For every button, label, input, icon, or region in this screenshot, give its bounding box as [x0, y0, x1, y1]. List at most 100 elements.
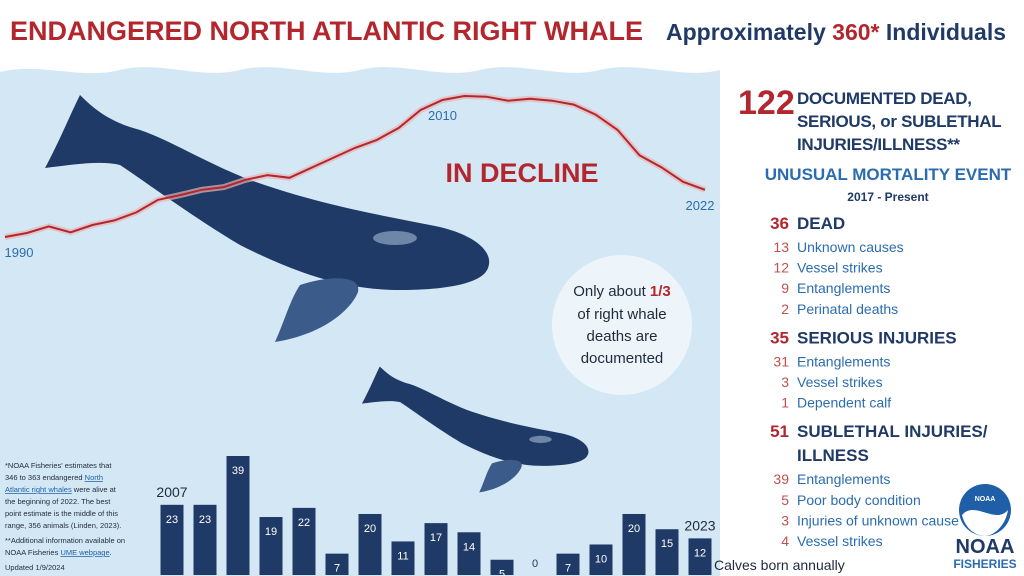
bar-value: 15: [661, 538, 673, 550]
bar: [688, 538, 712, 575]
ume-period: 2017 - Present: [847, 190, 928, 204]
bar: [589, 544, 613, 575]
footnote-text: **Additional information available on: [5, 536, 125, 545]
bar-value: 23: [166, 514, 178, 526]
footnote-line: NOAA Fisheries UME webpage.: [5, 548, 112, 557]
footnote-line: *NOAA Fisheries' estimates that: [5, 461, 112, 470]
logo-badge: NOAA: [975, 496, 996, 503]
item-count: 4: [781, 533, 789, 549]
summary: DOCUMENTED DEAD, SERIOUS, or SUBLETHAL INJ…: [797, 89, 1002, 154]
x-tick-label: 1990: [5, 245, 34, 260]
footnote-text: range, 356 animals (Linden, 2023).: [5, 521, 121, 530]
callout: of right whale deaths are documented: [577, 306, 666, 367]
whale-callosity: [373, 231, 417, 245]
subtitle-text: Individuals: [886, 19, 1006, 45]
callout-text: deaths are: [587, 328, 658, 345]
bar: [325, 553, 349, 575]
group-title: ILLNESS: [797, 446, 869, 465]
footnote-line: 346 to 363 endangered North: [5, 473, 103, 482]
item-label: Entanglements: [797, 471, 890, 487]
bar-value: 5: [499, 569, 505, 576]
bar: [259, 517, 283, 575]
small-whale: [361, 366, 589, 493]
bar-value: 7: [565, 563, 571, 575]
bar: [391, 541, 415, 575]
bar-value: 14: [463, 541, 475, 553]
bar: [160, 504, 184, 575]
footnote-text: *NOAA Fisheries' estimates that: [5, 461, 112, 470]
bar-value: 22: [298, 517, 310, 529]
callout-line: Only about 1/3: [573, 283, 671, 300]
summary-total: 122: [738, 84, 795, 122]
footnote-text: the beginning of 2022. The best: [5, 497, 111, 506]
footnote-line: range, 356 animals (Linden, 2023).: [5, 521, 121, 530]
item-count: 12: [773, 260, 789, 276]
bar-value: 20: [364, 523, 376, 535]
item-label: Dependent calf: [797, 395, 891, 411]
group-title: SUBLETHAL INJURIES/: [797, 422, 988, 441]
footnote-line: the beginning of 2022. The best: [5, 497, 111, 506]
summary-line: SERIOUS, or SUBLETHAL: [797, 112, 1001, 131]
callout-fraction: 1/3: [650, 283, 671, 300]
bar-value: 17: [430, 532, 442, 544]
summary-line: INJURIES/ILLNESS**: [797, 135, 960, 154]
footnote-line: Atlantic right whales were alive at: [5, 485, 117, 494]
item-count: 3: [781, 512, 789, 528]
bar-value: 20: [628, 523, 640, 535]
footnote-line: point estimate is the middle of this: [5, 509, 118, 518]
callout-text: of right whale: [577, 306, 666, 323]
bar-value: 23: [199, 514, 211, 526]
item-label: Perinatal deaths: [797, 301, 898, 317]
footnote-text: point estimate is the middle of this: [5, 509, 118, 518]
bar-value: 39: [232, 465, 244, 477]
logo-name: NOAA: [956, 536, 1015, 558]
footnote-link[interactable]: UME webpage: [60, 548, 109, 557]
bar: [622, 513, 646, 575]
footnote-link[interactable]: Atlantic right whales: [5, 485, 72, 494]
item-count: 5: [781, 492, 789, 508]
title: ENDANGERED NORTH ATLANTIC RIGHT WHALE: [10, 16, 643, 46]
bar: [193, 504, 217, 575]
footnote-text: NOAA Fisheries: [5, 548, 60, 557]
population-count: 360*: [832, 19, 879, 45]
group-title: SERIOUS INJURIES: [797, 328, 957, 347]
x-tick-label: 2023: [684, 517, 715, 533]
logo-wave: [962, 510, 1008, 536]
group-total: 35: [770, 328, 789, 347]
item-label: Entanglements: [797, 353, 890, 369]
footnote-text: .: [110, 548, 112, 557]
large-whale: [45, 95, 490, 342]
annotation: IN DECLINE: [445, 158, 598, 188]
item-count: 31: [773, 353, 789, 369]
summary-line: DOCUMENTED DEAD,: [797, 89, 972, 108]
bar: [457, 532, 481, 575]
bar-value: 19: [265, 526, 277, 538]
callout-circle: [552, 255, 692, 395]
footnote-link[interactable]: North: [85, 473, 103, 482]
subtitle: Approximately 360* Individuals: [666, 19, 1006, 45]
item-label: Entanglements: [797, 280, 890, 296]
x-tick-label: 2010: [428, 108, 457, 123]
bar-value: 10: [595, 553, 607, 565]
population-line: [4, 94, 706, 238]
item-label: Vessel strikes: [797, 533, 883, 549]
bar-value: 12: [694, 547, 706, 559]
x-tick-label: 2007: [156, 484, 187, 500]
footnote-text: Updated 1/9/2024: [5, 563, 65, 572]
logo-sub: FISHERIES: [953, 557, 1016, 571]
bar-value: 7: [334, 563, 340, 575]
subtitle-text: Approximately: [666, 19, 826, 45]
bar: [655, 529, 679, 575]
item-count: 13: [773, 239, 789, 255]
group-total: 51: [770, 422, 789, 441]
item-label: Injuries of unknown cause: [797, 512, 959, 528]
item-label: Vessel strikes: [797, 374, 883, 390]
bar-value: 11: [397, 550, 408, 562]
item-count: 39: [773, 471, 789, 487]
footnote-line: **Additional information available on: [5, 536, 125, 545]
item-count: 1: [781, 395, 789, 411]
whales: [45, 95, 589, 493]
